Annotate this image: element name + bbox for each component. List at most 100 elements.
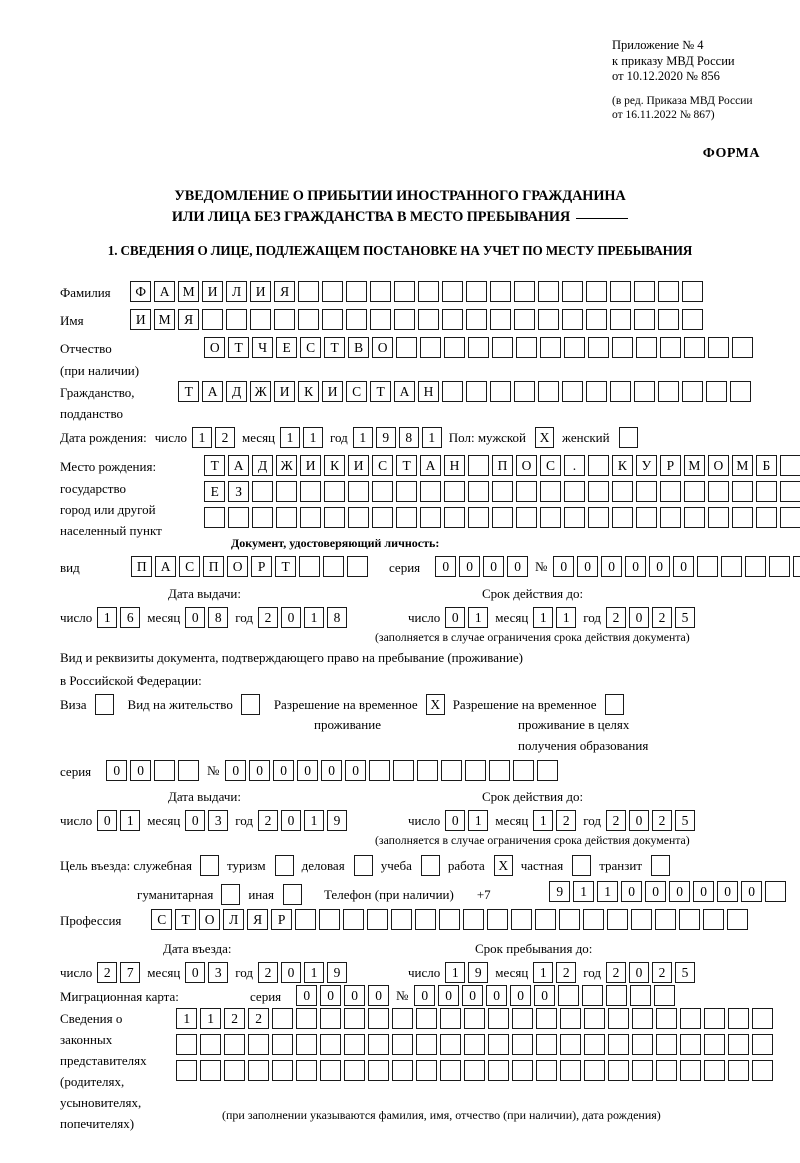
firstname-cell-1[interactable]: И: [130, 309, 152, 331]
birth-place-3-cell-21[interactable]: [683, 507, 706, 529]
surname-cell-10[interactable]: [345, 281, 368, 303]
legal-rep-2-cell-22[interactable]: [679, 1034, 702, 1056]
doc-valid-month-2[interactable]: 1: [556, 607, 577, 628]
patronymic-cell-23[interactable]: [731, 337, 754, 359]
birth-place-3-cell-10[interactable]: [419, 507, 442, 529]
birth-place-2-cell-24[interactable]: [755, 481, 778, 503]
doc-issue-year-3[interactable]: 1: [304, 607, 325, 628]
firstname-cell-7[interactable]: [273, 309, 296, 331]
citizenship-cell-17[interactable]: [561, 381, 584, 403]
legal-rep-1-cell-1[interactable]: 1: [176, 1008, 198, 1030]
birth-place-2-cell-13[interactable]: [491, 481, 514, 503]
legal-rep-3-cell-5[interactable]: [271, 1060, 294, 1082]
birth-place-1-cell-8[interactable]: С: [371, 455, 394, 477]
doc-series-cell-4[interactable]: 0: [506, 556, 529, 578]
citizenship-cell-13[interactable]: [465, 381, 488, 403]
firstname-cell-16[interactable]: [489, 309, 512, 331]
surname-cell-5[interactable]: Л: [225, 281, 248, 303]
citizenship-cell-4[interactable]: Ж: [249, 381, 272, 403]
profession-cell-9[interactable]: [342, 909, 365, 931]
permit-number-cell-3[interactable]: 0: [272, 760, 295, 782]
legal-rep-3-cell-19[interactable]: [607, 1060, 630, 1082]
surname-cell-11[interactable]: [369, 281, 392, 303]
entry-month-1[interactable]: 0: [185, 962, 206, 983]
permit-number-cell-14[interactable]: [536, 760, 559, 782]
migration-number-cell-1[interactable]: 0: [414, 985, 436, 1007]
patronymic-cell-22[interactable]: [707, 337, 730, 359]
birth-day-2[interactable]: 2: [214, 427, 235, 448]
legal-rep-1-cell-11[interactable]: [415, 1008, 438, 1030]
entry-year-1[interactable]: 2: [258, 962, 279, 983]
patronymic-cell-17[interactable]: [587, 337, 610, 359]
doc-type-cell-4[interactable]: П: [202, 556, 225, 578]
profession-cell-2[interactable]: Т: [174, 909, 197, 931]
doc-type-cell-10[interactable]: [346, 556, 369, 578]
birth-place-1-cell-25[interactable]: [779, 455, 800, 477]
profession-cell-19[interactable]: [582, 909, 605, 931]
birth-place-2-cell-21[interactable]: [683, 481, 706, 503]
birth-place-3-cell-7[interactable]: [347, 507, 370, 529]
profession-cell-11[interactable]: [390, 909, 413, 931]
citizenship-cell-7[interactable]: И: [321, 381, 344, 403]
birth-place-2-cell-1[interactable]: Е: [204, 481, 226, 503]
permit-valid-year-4[interactable]: 5: [675, 810, 696, 831]
patronymic-cell-2[interactable]: Т: [227, 337, 250, 359]
firstname-cell-11[interactable]: [369, 309, 392, 331]
firstname-cell-6[interactable]: [249, 309, 272, 331]
citizenship-cell-10[interactable]: А: [393, 381, 416, 403]
birth-place-3-cell-4[interactable]: [275, 507, 298, 529]
purpose-humanitarian-checkbox[interactable]: [221, 884, 241, 905]
patronymic-cell-21[interactable]: [683, 337, 706, 359]
doc-issue-year-1[interactable]: 2: [258, 607, 279, 628]
phone-cell-4[interactable]: 0: [620, 881, 643, 903]
doc-number-cell-8[interactable]: [720, 556, 743, 578]
firstname-cell-17[interactable]: [513, 309, 536, 331]
profession-cell-8[interactable]: [318, 909, 341, 931]
permit-valid-month-1[interactable]: 1: [533, 810, 554, 831]
birth-place-1-cell-18[interactable]: К: [611, 455, 634, 477]
legal-rep-2-cell-16[interactable]: [535, 1034, 558, 1056]
patronymic-cell-19[interactable]: [635, 337, 658, 359]
legal-rep-3-cell-15[interactable]: [511, 1060, 534, 1082]
surname-cell-8[interactable]: [297, 281, 320, 303]
birth-year-3[interactable]: 8: [398, 427, 419, 448]
citizenship-cell-2[interactable]: А: [201, 381, 224, 403]
patronymic-cell-6[interactable]: Т: [323, 337, 346, 359]
firstname-cell-10[interactable]: [345, 309, 368, 331]
patronymic-cell-5[interactable]: С: [299, 337, 322, 359]
permit-number-cell-8[interactable]: [392, 760, 415, 782]
citizenship-cell-22[interactable]: [681, 381, 704, 403]
doc-number-cell-11[interactable]: [792, 556, 800, 578]
permit-number-cell-11[interactable]: [464, 760, 487, 782]
doc-type-cell-5[interactable]: О: [226, 556, 249, 578]
profession-cell-14[interactable]: [462, 909, 485, 931]
legal-rep-3-cell-21[interactable]: [655, 1060, 678, 1082]
doc-type-cell-9[interactable]: [322, 556, 345, 578]
legal-rep-2-cell-21[interactable]: [655, 1034, 678, 1056]
surname-cell-4[interactable]: И: [201, 281, 224, 303]
permit-number-cell-10[interactable]: [440, 760, 463, 782]
legal-rep-2-cell-20[interactable]: [631, 1034, 654, 1056]
doc-type-cell-3[interactable]: С: [178, 556, 201, 578]
birth-place-1-cell-5[interactable]: И: [299, 455, 322, 477]
legal-rep-3-cell-6[interactable]: [295, 1060, 318, 1082]
profession-cell-7[interactable]: [294, 909, 317, 931]
doc-number-cell-2[interactable]: 0: [576, 556, 599, 578]
doc-number-cell-9[interactable]: [744, 556, 767, 578]
permit-valid-year-2[interactable]: 0: [629, 810, 650, 831]
doc-issue-year-4[interactable]: 8: [327, 607, 348, 628]
patronymic-cell-14[interactable]: [515, 337, 538, 359]
legal-rep-3-cell-10[interactable]: [391, 1060, 414, 1082]
legal-rep-2-cell-13[interactable]: [463, 1034, 486, 1056]
migration-number-cell-8[interactable]: [581, 985, 604, 1007]
migration-number-cell-5[interactable]: 0: [509, 985, 532, 1007]
profession-cell-1[interactable]: С: [151, 909, 173, 931]
firstname-cell-24[interactable]: [681, 309, 704, 331]
patronymic-cell-20[interactable]: [659, 337, 682, 359]
birth-place-3-cell-9[interactable]: [395, 507, 418, 529]
